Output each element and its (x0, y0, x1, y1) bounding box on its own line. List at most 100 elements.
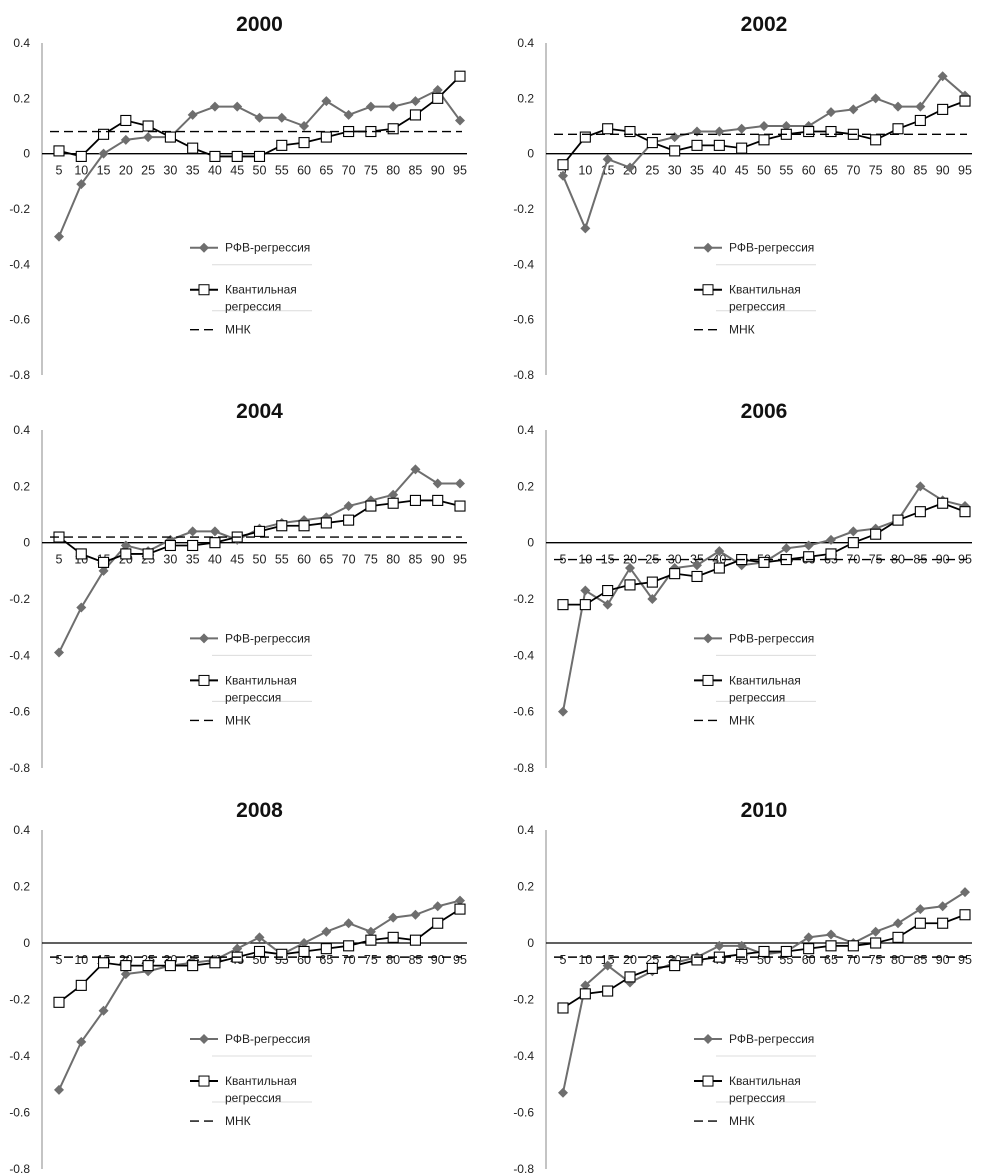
rfv-point (692, 126, 702, 137)
quantile-point (164, 960, 176, 972)
legend-ols-label: МНК (729, 1114, 755, 1128)
quantile-point (98, 556, 110, 568)
quantile-point (187, 142, 199, 154)
y-tick-label: -0.2 (513, 993, 534, 1007)
y-tick-label: 0.2 (517, 91, 534, 105)
y-tick-label: -0.6 (513, 1106, 534, 1120)
rfv-point (54, 1084, 64, 1095)
rfv-point (299, 121, 310, 131)
chart-title: 2004 (236, 400, 283, 423)
quantile-point (914, 506, 926, 518)
rfv-point (388, 489, 399, 500)
rfv-point (321, 96, 332, 107)
rfv-point (826, 534, 836, 545)
rfv-point (781, 543, 792, 554)
quantile-point (53, 996, 65, 1008)
rfv-point (714, 126, 725, 137)
x-tick-label: 65 (824, 164, 838, 178)
quantile-point (914, 114, 926, 127)
quantile-point (343, 514, 355, 526)
quantile-point (320, 517, 332, 529)
x-tick-label: 5 (560, 553, 567, 567)
quantile-point (142, 548, 154, 560)
quantile-point (937, 103, 949, 115)
rfv-point (848, 526, 859, 537)
quantile-point (847, 940, 859, 952)
legend-quantile-label: Квантильная (729, 283, 801, 297)
x-tick-label: 70 (342, 953, 356, 967)
legend-ols-label: МНК (225, 323, 251, 337)
quantile-point (365, 500, 377, 512)
y-tick-label: -0.8 (9, 368, 30, 382)
legend-rfv-label: РФВ-регрессия (225, 1032, 310, 1046)
x-tick-label: 80 (891, 953, 905, 967)
y-tick-label: -0.8 (9, 1162, 30, 1176)
series-rfv-line (58, 899, 461, 1091)
rfv-point (187, 109, 198, 120)
rfv-point (232, 101, 243, 112)
y-tick-label: 0.4 (517, 423, 534, 437)
y-tick-label: -0.6 (9, 313, 30, 327)
quantile-point (825, 548, 837, 560)
rfv-point (915, 481, 926, 492)
rfv-point (714, 940, 725, 951)
x-tick-label: 40 (208, 553, 222, 567)
rfv-point (209, 101, 220, 112)
quantile-point (98, 128, 110, 140)
rfv-point (76, 1036, 87, 1047)
y-tick-label: -0.4 (513, 257, 534, 271)
x-tick-label: 25 (141, 164, 155, 178)
y-tick-label: 0.2 (13, 479, 30, 493)
y-tick-label: 0.2 (517, 880, 534, 894)
y-tick-label: -0.2 (9, 592, 30, 606)
quantile-point (454, 500, 466, 512)
x-tick-label: 85 (408, 953, 422, 967)
x-tick-label: 35 (186, 553, 200, 567)
y-tick-label: 0 (527, 536, 534, 550)
quantile-point (736, 142, 748, 154)
y-tick-label: 0.4 (517, 823, 534, 837)
x-tick-label: 25 (645, 164, 659, 178)
quantile-point (387, 123, 399, 135)
x-tick-label: 85 (913, 953, 927, 967)
legend-rfv-marker (703, 242, 713, 253)
rfv-point (120, 134, 131, 145)
x-tick-label: 10 (74, 953, 88, 967)
rfv-point (736, 940, 747, 951)
rfv-point (558, 706, 568, 717)
quantile-point (646, 576, 658, 588)
rfv-point (893, 101, 903, 112)
x-tick-label: 70 (846, 953, 860, 967)
rfv-point (120, 540, 131, 551)
series-quantile-line (562, 100, 966, 166)
x-tick-label: 5 (560, 164, 567, 178)
x-tick-label: 5 (56, 553, 63, 567)
x-tick-label: 65 (824, 953, 838, 967)
y-tick-label: -0.6 (513, 705, 534, 719)
legend-rfv-label: РФВ-регрессия (225, 631, 310, 645)
rfv-point (937, 901, 948, 912)
y-tick-label: -0.2 (513, 592, 534, 606)
rfv-point (625, 162, 635, 173)
legend-quantile-label: регрессия (729, 300, 785, 314)
rfv-point (669, 132, 680, 143)
y-tick-label: 0.4 (517, 36, 534, 50)
x-tick-label: 60 (297, 553, 311, 567)
y-tick-label: 0 (527, 147, 534, 161)
x-tick-label: 95 (958, 953, 972, 967)
quantile-point (298, 137, 310, 149)
legend-quantile-label: Квантильная (729, 1074, 801, 1088)
quantile-point (579, 599, 591, 611)
x-tick-label: 20 (119, 164, 133, 178)
rfv-point (558, 1087, 568, 1098)
x-tick-label: 30 (163, 553, 177, 567)
rfv-point (915, 101, 926, 112)
x-tick-label: 75 (364, 953, 378, 967)
x-tick-label: 95 (453, 164, 467, 178)
y-tick-label: -0.4 (9, 648, 30, 662)
x-tick-label: 65 (319, 553, 333, 567)
quantile-point (164, 131, 176, 143)
quantile-point (758, 134, 770, 146)
quantile-point (276, 520, 288, 532)
